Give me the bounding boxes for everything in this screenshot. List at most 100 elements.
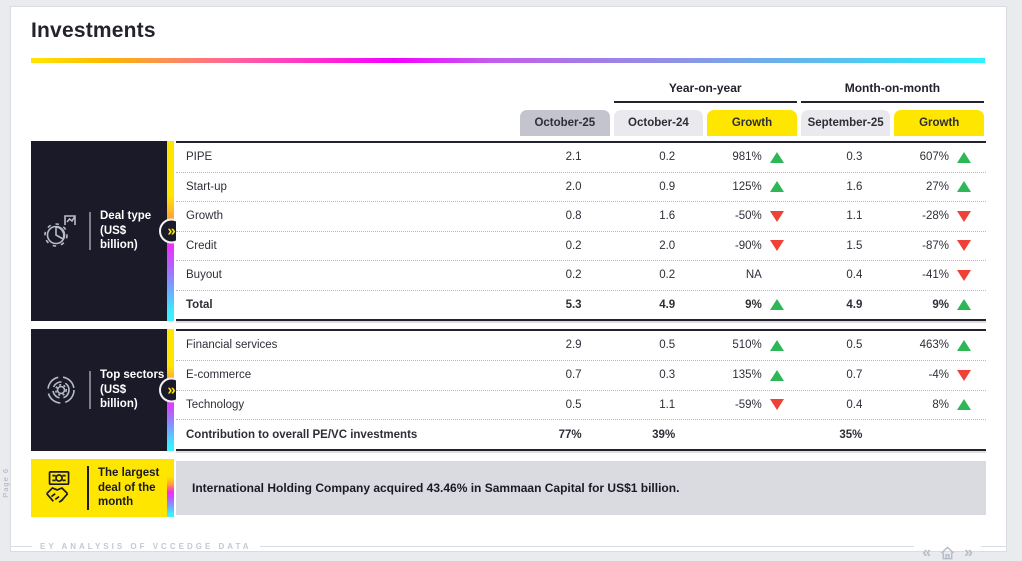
column-group-yoy: Year-on-year	[613, 81, 797, 103]
value-sep25: 1.1	[846, 210, 863, 223]
table-row: Growth 0.8 1.6 -50% 1.1 -28%	[176, 202, 986, 232]
trend-icon	[956, 269, 971, 281]
row-label: Total	[186, 298, 213, 311]
mom-growth-cell: 8%	[892, 399, 986, 411]
table-row: PIPE 2.1 0.2 981% 0.3 607%	[176, 143, 986, 173]
row-label: Buyout	[186, 269, 222, 282]
value-oct25: 0.7	[565, 369, 582, 382]
trend-icon	[956, 399, 971, 411]
mom-growth-cell: 463%	[892, 339, 986, 351]
yoy-growth-cell: 125%	[705, 181, 799, 193]
trend-icon	[769, 210, 784, 222]
tab-yoy-growth[interactable]: Growth	[707, 110, 797, 136]
value-sep25: 1.5	[846, 239, 863, 252]
row-label: PIPE	[186, 151, 213, 164]
donut-gear-icon	[47, 376, 75, 404]
mom-growth-cell: -28%	[892, 210, 986, 222]
deal-type-block: Deal type (US$ billion) »	[31, 141, 184, 321]
table-row: Buyout 0.2 0.2 NA 0.4 -41%	[176, 261, 986, 291]
tab-september-25[interactable]: September-25	[800, 110, 891, 136]
trend-icon	[957, 429, 971, 440]
trend-icon	[769, 299, 784, 311]
block-divider	[87, 466, 89, 510]
yoy-growth-cell: NA	[705, 269, 799, 281]
page-number: Page 6	[1, 468, 10, 498]
trend-icon	[769, 399, 784, 411]
value-sep25: 4.9	[846, 298, 863, 311]
yoy-growth-cell: 510%	[705, 339, 799, 351]
value-oct24: 0.5	[659, 339, 676, 352]
value-sep25: 1.6	[846, 180, 863, 193]
block-divider	[89, 371, 91, 409]
gear-pie-icon	[44, 215, 76, 247]
yoy-growth-cell: 981%	[705, 151, 799, 163]
row-label: Financial services	[186, 339, 278, 352]
trend-icon	[956, 151, 971, 163]
block-divider	[89, 212, 91, 250]
row-label: E-commerce	[186, 369, 252, 382]
top-sectors-block: Top sectors (US$ billion) »	[31, 329, 184, 451]
value-oct24: 1.1	[659, 398, 676, 411]
gradient-strip	[167, 459, 174, 517]
trend-icon	[956, 210, 971, 222]
value-oct25: 0.8	[565, 210, 582, 223]
nav-next-icon[interactable]: »	[964, 544, 973, 561]
value-sep25: 0.3	[846, 151, 863, 164]
value-oct24: 0.2	[659, 269, 676, 282]
table-row-contribution: Contribution to overall PE/VC investment…	[176, 420, 986, 449]
mom-growth-cell: 27%	[892, 181, 986, 193]
row-label: Technology	[186, 398, 245, 411]
handshake-deal-icon	[46, 470, 70, 503]
trend-icon	[769, 181, 784, 193]
value-oct25: 5.3	[565, 298, 582, 311]
title-accent-bar	[31, 58, 985, 63]
value-oct25: 2.0	[565, 180, 582, 193]
deal-type-label: Deal type (US$ billion)	[100, 209, 152, 252]
yoy-growth-cell: 9%	[705, 299, 799, 311]
top-sectors-label: Top sectors (US$ billion)	[100, 368, 165, 411]
row-label: Credit	[186, 239, 217, 252]
value-oct24: 2.0	[659, 239, 676, 252]
nav-controls: « »	[914, 545, 981, 561]
value-oct25: 2.1	[565, 151, 582, 164]
tab-october-24[interactable]: October-24	[613, 110, 704, 136]
yoy-growth-cell: -50%	[705, 210, 799, 222]
mom-growth-cell: -87%	[892, 240, 986, 252]
row-label: Start-up	[186, 180, 227, 193]
value-sep25: 0.5	[846, 339, 863, 352]
largest-deal-text: International Holding Company acquired 4…	[192, 481, 680, 495]
value-oct24: 0.3	[659, 369, 676, 382]
table-row: Start-up 2.0 0.9 125% 1.6 27%	[176, 173, 986, 202]
largest-deal-bar: International Holding Company acquired 4…	[176, 461, 986, 515]
column-group-mom: Month-on-month	[800, 81, 984, 103]
mom-growth-cell: 9%	[892, 299, 986, 311]
tab-mom-growth[interactable]: Growth	[894, 110, 984, 136]
trend-icon	[770, 270, 784, 281]
trend-icon	[769, 339, 784, 351]
table-row-total: Total 5.3 4.9 9% 4.9 9%	[176, 291, 986, 320]
row-label: Growth	[186, 210, 224, 223]
trend-icon	[769, 151, 784, 163]
top-sectors-table: Financial services 2.9 0.5 510% 0.5 463%…	[176, 329, 986, 451]
table-header: Year-on-year Month-on-month October-25 O…	[176, 81, 986, 136]
mom-growth-cell: -41%	[892, 269, 986, 281]
trend-icon	[769, 240, 784, 252]
value-sep25: 0.4	[846, 269, 863, 282]
footer-source: EY ANALYSIS OF VCCEDGE DATA	[40, 541, 252, 551]
yoy-growth-cell: -59%	[705, 399, 799, 411]
yoy-growth-cell: 135%	[705, 369, 799, 381]
value-oct25: 0.2	[565, 239, 582, 252]
mom-growth-cell: 607%	[892, 151, 986, 163]
value-sep25: 35%	[839, 428, 863, 441]
footer: EY ANALYSIS OF VCCEDGE DATA « »	[10, 531, 1007, 561]
trend-icon	[956, 299, 971, 311]
value-oct25: 77%	[558, 428, 582, 441]
tab-october-25[interactable]: October-25	[520, 110, 610, 136]
deal-type-table: PIPE 2.1 0.2 981% 0.3 607% Start-up 2.0 …	[176, 141, 986, 321]
nav-prev-icon[interactable]: «	[922, 544, 932, 561]
value-oct25: 0.5	[565, 398, 582, 411]
value-oct24: 39%	[652, 428, 676, 441]
value-oct24: 0.9	[659, 180, 676, 193]
value-oct24: 1.6	[659, 210, 676, 223]
trend-icon	[956, 181, 971, 193]
